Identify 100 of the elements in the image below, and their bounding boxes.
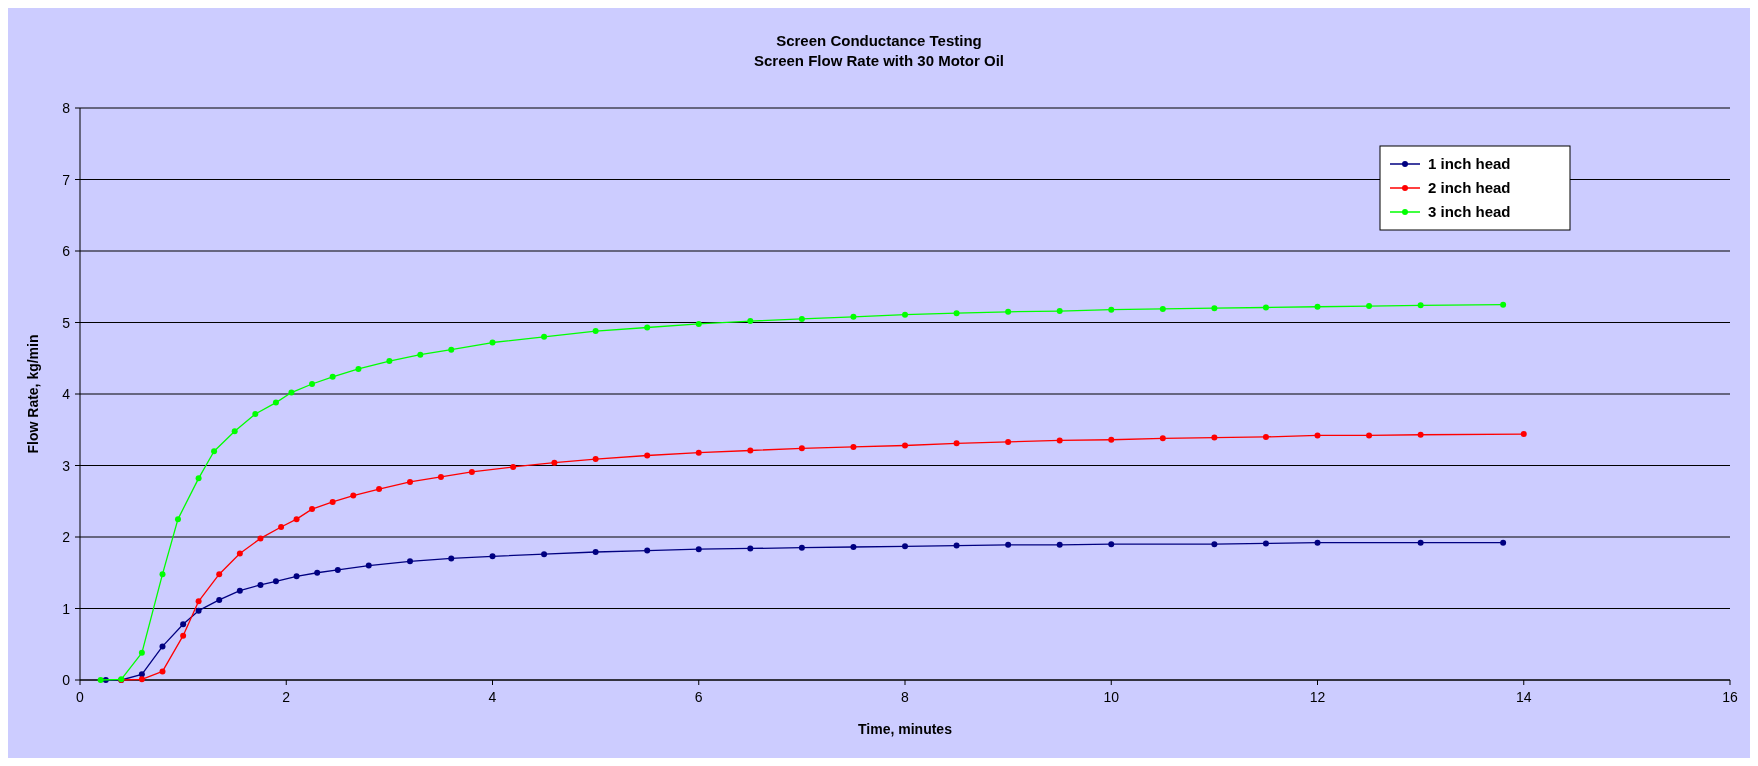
y-tick-label: 6 <box>62 243 71 259</box>
point <box>293 573 300 580</box>
point <box>407 558 413 565</box>
point <box>489 553 496 560</box>
y-tick-label: 4 <box>62 386 71 402</box>
y-tick-label: 1 <box>62 600 71 617</box>
point <box>644 324 651 331</box>
point <box>1314 303 1321 310</box>
point <box>159 643 166 650</box>
x-tick-label: 0 <box>76 689 85 705</box>
point <box>272 578 279 585</box>
point <box>541 333 548 340</box>
chart-subtitle: Screen Flow Rate with 30 Motor Oil <box>753 52 1005 69</box>
point <box>747 447 754 454</box>
point <box>798 544 805 551</box>
point <box>180 621 187 628</box>
point <box>695 546 702 553</box>
point <box>695 449 702 456</box>
point <box>592 549 599 556</box>
point <box>902 543 908 550</box>
point <box>592 328 599 335</box>
point <box>174 516 181 523</box>
point <box>417 351 424 358</box>
point <box>1417 302 1424 309</box>
point <box>437 473 444 480</box>
y-tick-label: 0 <box>62 672 71 688</box>
point <box>355 365 362 372</box>
legend-label: 3 inch head <box>1428 203 1511 220</box>
y-tick-label: 2 <box>62 529 71 545</box>
point <box>850 313 857 320</box>
point <box>510 463 517 470</box>
x-tick-label: 12 <box>1309 689 1326 705</box>
point <box>1056 308 1063 315</box>
point <box>1500 539 1507 546</box>
point <box>159 668 166 675</box>
point <box>1262 304 1269 311</box>
point <box>236 550 243 557</box>
y-tick-label: 8 <box>62 100 71 116</box>
point <box>159 571 166 578</box>
point <box>334 566 341 573</box>
point <box>1005 308 1012 315</box>
x-tick-label: 6 <box>694 689 703 705</box>
point <box>195 607 202 614</box>
legend-label: 1 inch head <box>1428 155 1511 172</box>
point <box>1005 541 1012 548</box>
point <box>1159 435 1166 442</box>
point <box>953 542 960 549</box>
point <box>1314 432 1321 439</box>
y-tick-label: 7 <box>62 171 71 188</box>
point <box>376 486 383 493</box>
point <box>236 587 243 594</box>
point <box>1314 539 1321 546</box>
point <box>747 545 754 552</box>
x-tick-label: 8 <box>901 689 910 705</box>
point <box>448 346 455 353</box>
point <box>1211 434 1218 441</box>
point <box>953 440 960 447</box>
point <box>1005 438 1012 445</box>
point <box>902 442 908 449</box>
point <box>138 676 145 683</box>
point <box>216 571 223 578</box>
point <box>329 373 336 380</box>
point <box>350 492 357 499</box>
point <box>1366 303 1373 310</box>
point <box>1417 539 1424 546</box>
point <box>293 516 300 523</box>
x-tick-label: 2 <box>282 689 291 705</box>
point <box>195 475 202 482</box>
point <box>211 448 218 455</box>
point <box>138 671 145 678</box>
point <box>1417 431 1424 438</box>
point <box>644 547 651 554</box>
point <box>695 320 702 327</box>
x-axis-title: Time, minutes <box>858 721 953 737</box>
point <box>1211 305 1218 312</box>
point <box>902 311 908 318</box>
point <box>798 315 805 322</box>
x-tick-label: 14 <box>1515 689 1532 705</box>
x-tick-label: 16 <box>1722 689 1738 705</box>
point <box>551 459 558 466</box>
point <box>541 551 548 558</box>
point <box>448 555 455 562</box>
point <box>97 677 104 683</box>
point <box>309 506 316 513</box>
point <box>850 544 857 551</box>
point <box>1108 306 1115 313</box>
point <box>386 358 393 365</box>
point <box>489 339 496 346</box>
y-tick-label: 3 <box>62 457 71 474</box>
x-tick-label: 10 <box>1103 689 1120 705</box>
point <box>1159 305 1166 312</box>
point <box>314 569 321 576</box>
point <box>798 445 805 452</box>
point <box>1056 541 1063 548</box>
point <box>1211 541 1218 548</box>
point <box>850 443 857 450</box>
point <box>1500 301 1507 308</box>
point <box>195 598 202 605</box>
y-axis-title: Flow Rate, kg/min <box>25 334 41 454</box>
point <box>1108 541 1115 548</box>
